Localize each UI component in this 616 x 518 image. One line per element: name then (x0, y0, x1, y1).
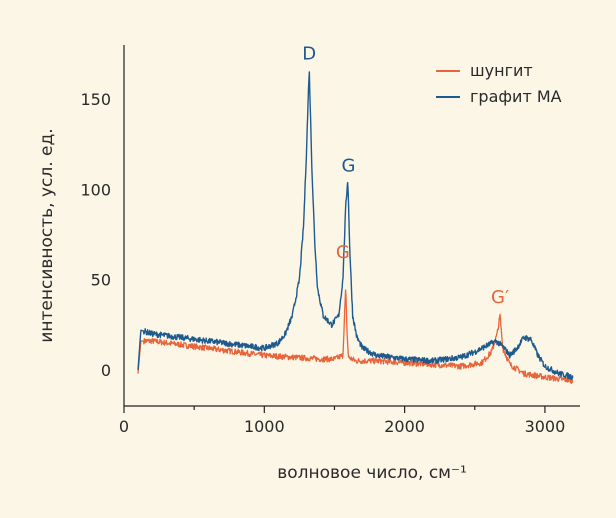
peak-label: G (342, 155, 356, 176)
peak-label: D (302, 43, 316, 64)
y-tick-label: 0 (101, 361, 111, 380)
y-tick-label: 50 (91, 271, 111, 290)
y-axis-title: интенсивность, усл. ед. (37, 128, 57, 342)
x-tick-label: 0 (119, 417, 129, 436)
x-tick-label: 3000 (525, 417, 566, 436)
series-line-shungite (137, 289, 574, 385)
legend-label: графит МА (470, 87, 562, 106)
series-layer (137, 71, 574, 385)
x-tick-label: 1000 (244, 417, 285, 436)
x-tick-label: 2000 (384, 417, 425, 436)
peak-label: G′ (491, 287, 509, 308)
annotation-layer: D G G G′ (302, 43, 509, 308)
series-line-graphite (137, 71, 574, 381)
y-tick-label: 150 (80, 90, 111, 109)
legend-label: шунгит (470, 61, 533, 80)
peak-label: G (336, 242, 350, 263)
y-tick-label: 100 (80, 180, 111, 199)
legend: шунгит графит МА (436, 61, 562, 106)
x-axis-title: волновое число, см⁻¹ (277, 463, 467, 483)
axes: 0 1000 2000 3000 0 50 100 150 (80, 45, 580, 436)
